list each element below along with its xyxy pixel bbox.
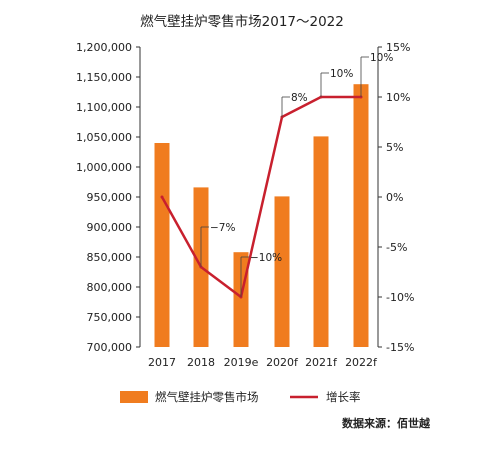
annotations: −7% −10% 8% 10% 10% [200, 52, 393, 297]
right-axis-tick-label: 0% [386, 191, 403, 204]
right-axis-tick-label: 5% [386, 141, 403, 154]
legend-label-line: 增长率 [326, 390, 361, 404]
right-axis-tick-label: -5% [386, 241, 407, 254]
x-axis-label-2017: 2017 [148, 356, 176, 369]
annotation-label: 8% [291, 92, 308, 104]
right-axis: -15% -10% -5% 0% 5% 10% 15% [377, 41, 414, 354]
bar-2021f [313, 136, 329, 347]
left-axis-tick-label: 800,000 [87, 281, 133, 294]
source-note: 数据来源：佰世越 [342, 416, 431, 430]
bar-2022f [353, 84, 369, 347]
right-axis-tick-label: 15% [386, 41, 410, 54]
legend-label-bar: 燃气壁挂炉零售市场 [155, 390, 259, 404]
annotation-label: −10% [250, 252, 282, 264]
left-axis-tick-label: 1,000,000 [76, 161, 132, 174]
x-axis-label-2022f: 2022f [345, 356, 378, 369]
legend: 燃气壁挂炉零售市场 增长率 [120, 390, 361, 404]
left-axis-tick-label: 1,100,000 [76, 101, 132, 114]
chart-title: 燃气壁挂炉零售市场2017～2022 [140, 13, 344, 30]
annotation-label: 10% [370, 52, 393, 64]
left-axis: 700,000 750,000 800,000 850,000 900,000 950,0… [76, 41, 141, 354]
bar-2020f [274, 196, 290, 347]
annotation-label: −7% [210, 222, 235, 234]
bar-2017 [154, 143, 170, 347]
left-axis-tick-label: 950,000 [87, 191, 133, 204]
left-axis-tick-label: 700,000 [87, 341, 133, 354]
left-axis-tick-label: 1,150,000 [76, 71, 132, 84]
right-axis-tick-label: -15% [386, 341, 414, 354]
line-series [160, 95, 363, 299]
left-axis-tick-label: 750,000 [87, 311, 133, 324]
x-axis-label-2019e: 2019e [224, 356, 259, 369]
legend-swatch-bar [120, 391, 148, 403]
right-axis-tick-label: 10% [386, 91, 410, 104]
x-axis-label-2018: 2018 [187, 356, 215, 369]
growth-rate-line [160, 95, 361, 299]
left-axis-tick-label: 1,200,000 [76, 41, 132, 54]
bar-series [154, 84, 369, 347]
x-axis-label-2020f: 2020f [266, 356, 299, 369]
x-axis: 2017 2018 2019e 2020f 2021f 2022f [148, 356, 378, 369]
left-axis-tick-label: 900,000 [87, 221, 133, 234]
right-axis-tick-label: -10% [386, 291, 414, 304]
x-axis-label-2021f: 2021f [305, 356, 338, 369]
left-axis-tick-label: 1,050,000 [76, 131, 132, 144]
left-axis-tick-label: 850,000 [87, 251, 133, 264]
annotation-label: 10% [330, 68, 353, 80]
growth-rate-point-2017 [160, 195, 164, 199]
